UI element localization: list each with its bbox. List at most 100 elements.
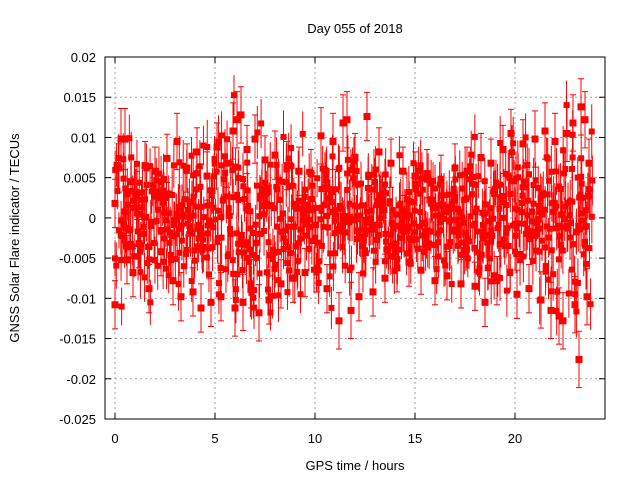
data-point: [173, 210, 180, 217]
data-point: [460, 251, 467, 258]
data-point: [196, 163, 203, 170]
data-point: [289, 274, 297, 282]
data-point: [265, 296, 273, 304]
data-point: [198, 232, 205, 239]
data-point: [370, 171, 377, 178]
data-point: [163, 265, 170, 272]
x-tick-label: 10: [308, 431, 322, 446]
data-point: [324, 212, 331, 219]
data-point: [550, 199, 557, 206]
data-point: [222, 266, 229, 273]
data-point: [256, 270, 263, 277]
data-point: [341, 213, 348, 220]
data-point: [578, 180, 585, 187]
data-point: [297, 291, 304, 298]
data-point: [409, 199, 416, 206]
data-point: [409, 237, 416, 244]
data-point: [180, 263, 187, 270]
data-point: [268, 202, 275, 209]
data-point: [271, 205, 278, 212]
data-point: [322, 177, 329, 184]
data-point: [388, 220, 395, 227]
data-point: [440, 201, 447, 208]
data-point: [241, 249, 248, 256]
data-point: [230, 270, 237, 277]
data-point: [229, 127, 237, 135]
data-point: [531, 135, 539, 143]
data-point: [507, 268, 514, 275]
data-point: [163, 194, 170, 201]
data-point: [407, 212, 414, 219]
data-point: [174, 231, 181, 238]
data-point: [126, 135, 133, 142]
data-point: [114, 188, 121, 195]
data-point: [432, 205, 439, 212]
data-point: [170, 162, 177, 169]
data-point: [172, 255, 179, 262]
data-point: [135, 240, 143, 248]
data-point: [153, 177, 160, 184]
data-point: [288, 216, 295, 223]
data-point: [265, 239, 272, 246]
data-point: [387, 242, 394, 249]
y-tick-label: -0.025: [59, 412, 96, 427]
data-point: [413, 181, 420, 188]
data-point: [399, 167, 407, 175]
data-point: [468, 151, 475, 158]
data-point: [349, 164, 356, 171]
data-point: [151, 167, 159, 175]
data-point: [141, 274, 148, 281]
data-point: [280, 245, 287, 252]
data-point: [277, 280, 285, 288]
data-point: [288, 144, 295, 151]
data-point: [303, 221, 310, 228]
data-point: [354, 228, 361, 235]
data-point: [437, 175, 445, 183]
data-point: [558, 211, 565, 218]
y-axis-label: GNSS Solar Flare indicator / TECUs: [7, 133, 22, 343]
data-point: [423, 170, 431, 178]
data-point: [243, 255, 250, 262]
axis-ticks: -0.025 -0.02 -0.015 -0.01 -0.005 0 0.005 0.01 0.…: [59, 50, 605, 446]
data-point: [532, 177, 539, 184]
data-point: [503, 229, 510, 236]
data-point: [176, 159, 183, 166]
data-point: [436, 181, 443, 188]
data-point: [379, 195, 386, 202]
data-point: [559, 317, 567, 325]
data-point: [583, 223, 590, 230]
data-point: [329, 137, 337, 145]
data-point: [446, 242, 453, 249]
data-point: [129, 204, 136, 211]
data-point: [555, 312, 563, 320]
data-point: [226, 212, 233, 219]
data-point: [545, 234, 552, 241]
data-point: [205, 271, 212, 278]
data-point: [483, 201, 490, 208]
data-point: [477, 154, 485, 162]
data-point: [548, 168, 555, 175]
data-point: [374, 198, 381, 205]
data-point: [383, 238, 390, 245]
data-point: [188, 152, 195, 159]
data-point: [213, 143, 221, 151]
data-point: [560, 224, 567, 231]
data-point: [343, 116, 351, 124]
data-point: [381, 274, 389, 282]
data-point: [287, 250, 294, 257]
data-point: [144, 260, 151, 267]
data-point: [297, 226, 304, 233]
data-point: [494, 225, 501, 232]
data-point: [456, 208, 463, 215]
data-point: [207, 218, 214, 225]
data-point: [473, 181, 480, 188]
data-point: [255, 309, 263, 317]
data-point: [359, 202, 366, 209]
data-point: [331, 217, 338, 224]
data-point: [470, 173, 477, 180]
data-point: [234, 191, 241, 198]
data-point: [123, 209, 130, 216]
data-point: [586, 245, 593, 252]
data-point: [546, 177, 553, 184]
data-point: [582, 207, 589, 214]
